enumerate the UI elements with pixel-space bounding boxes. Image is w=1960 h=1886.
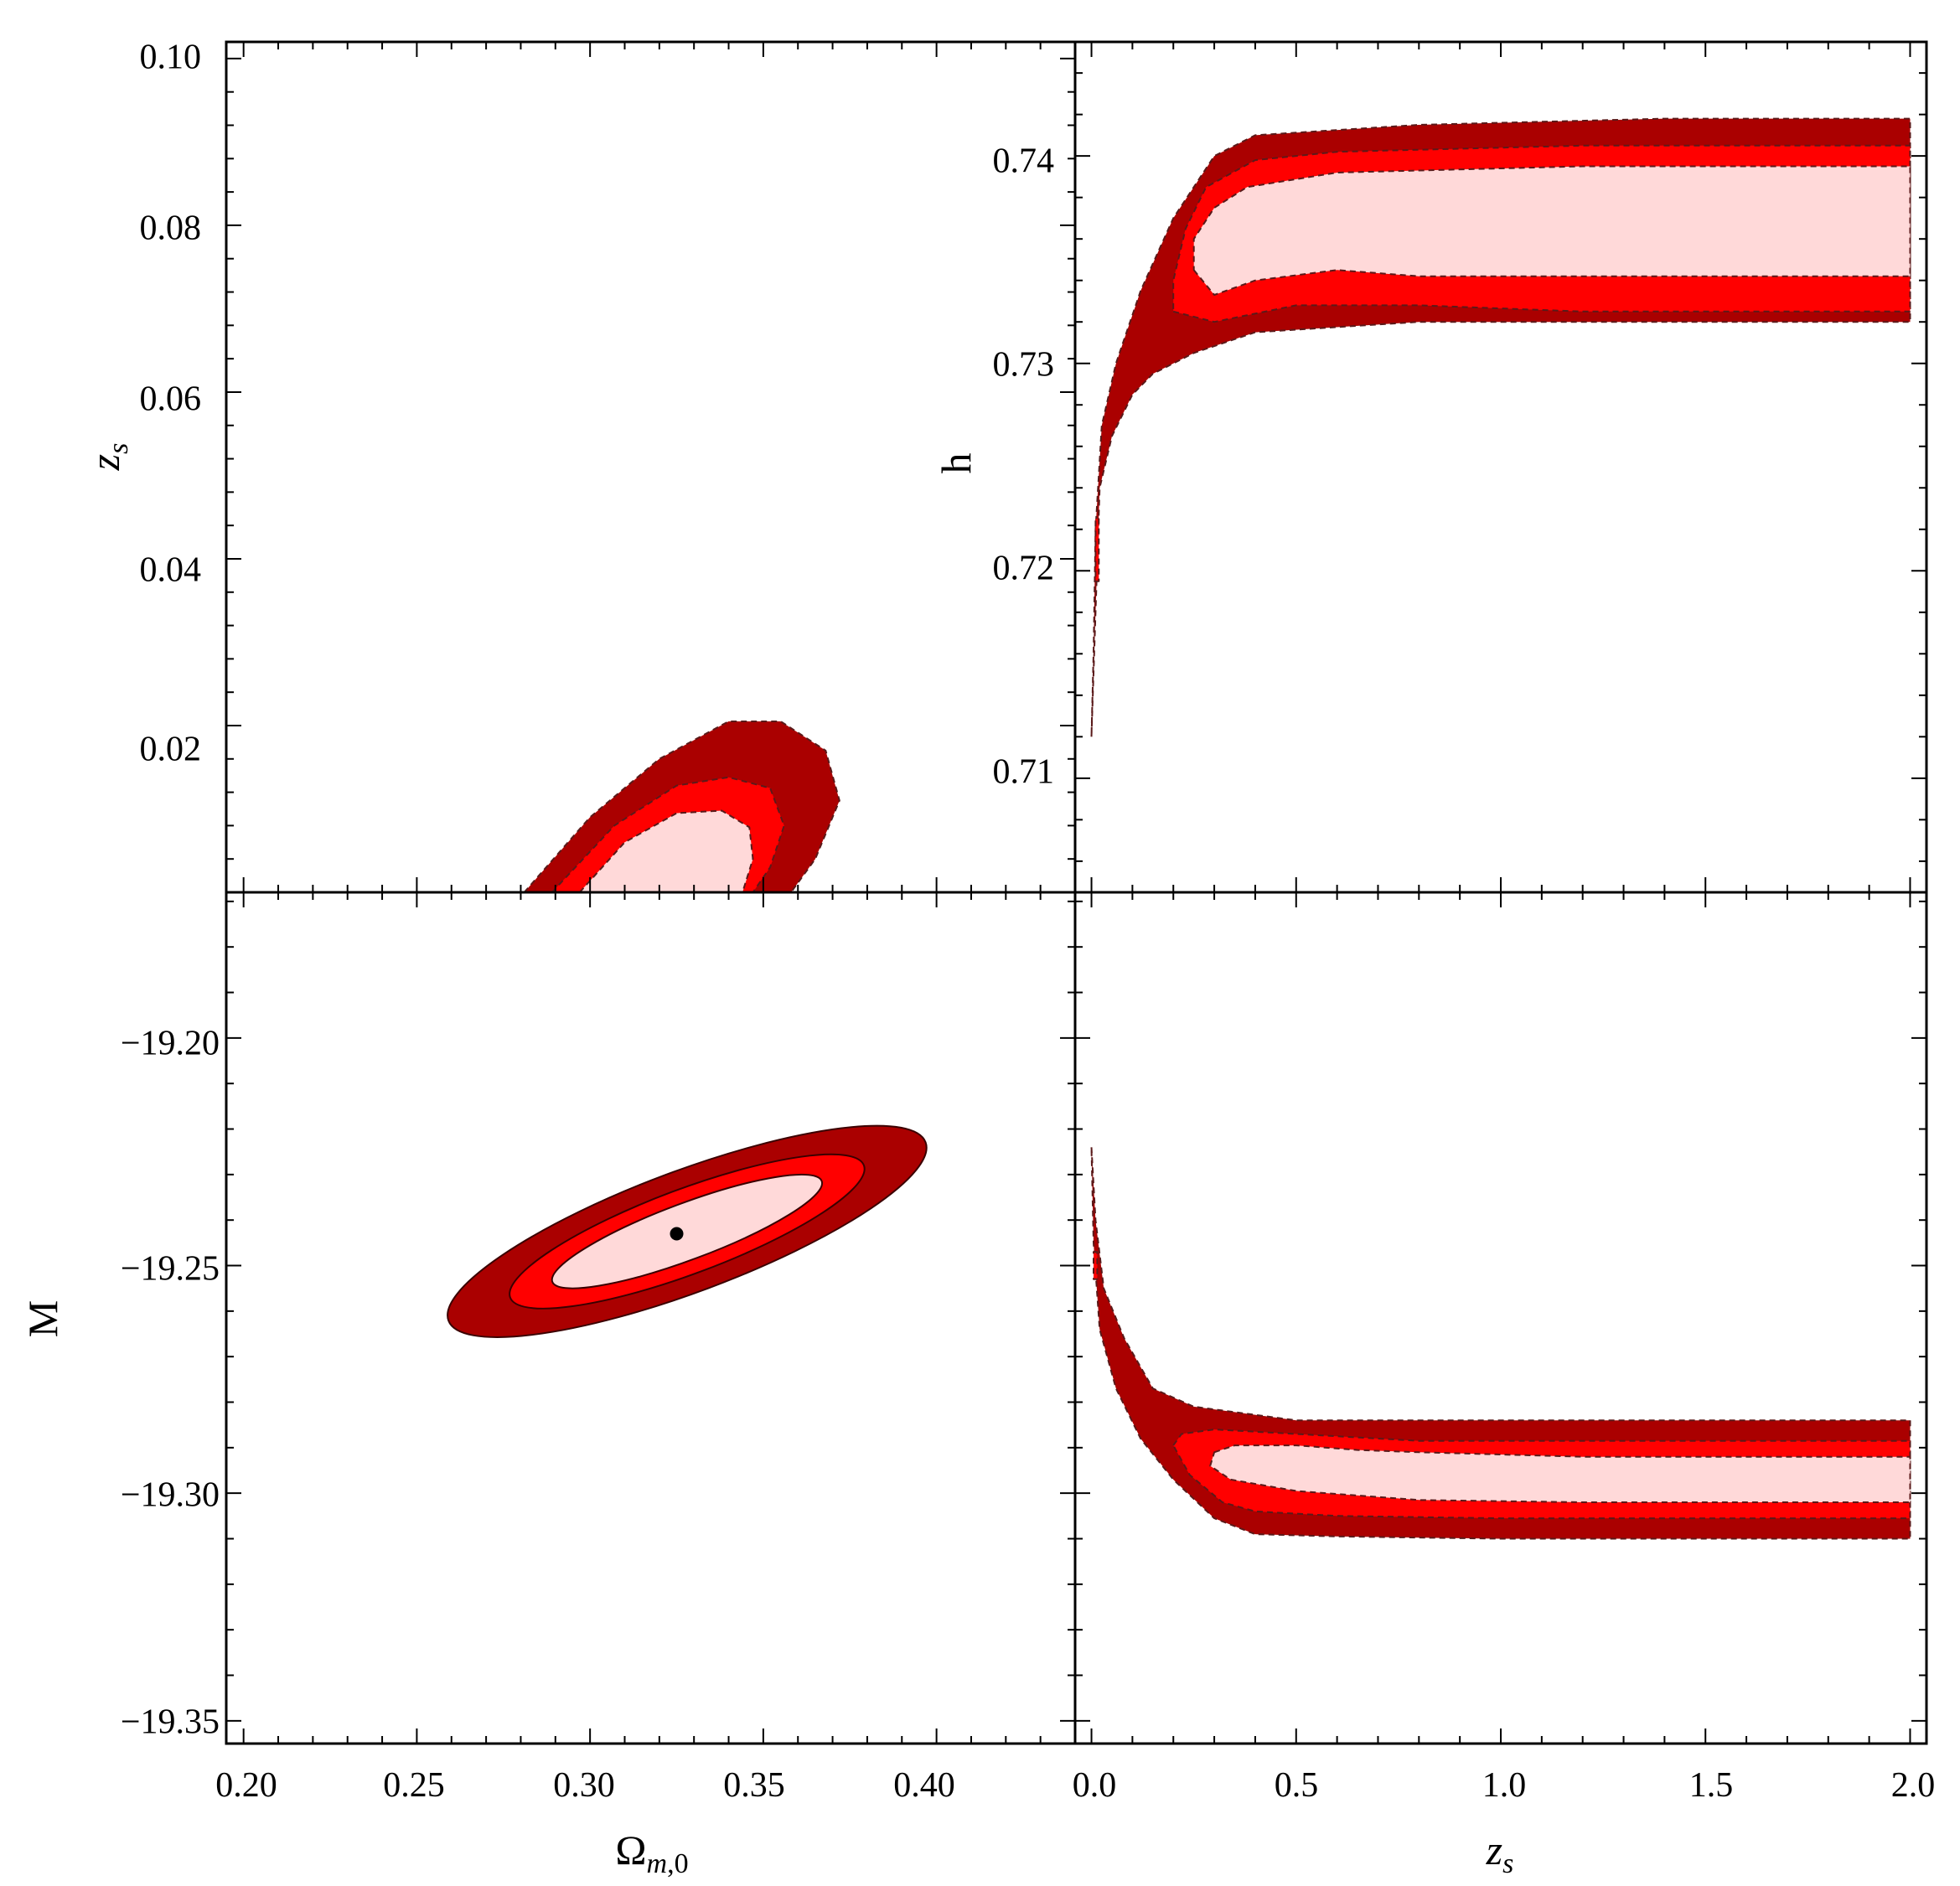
xtick-label: 0.0 (1073, 1766, 1117, 1805)
xtick-label: 0.20 (215, 1766, 277, 1805)
contour-2sigma (1093, 1251, 1099, 1280)
xtick-label: 0.30 (553, 1766, 615, 1805)
ytick-label: 0.02 (140, 731, 202, 769)
ytick-label: 0.74 (993, 142, 1055, 181)
frame-omega-M (225, 891, 1077, 1745)
ellipse-1sigma (551, 1173, 824, 1289)
ylabel-M: M (19, 1300, 66, 1337)
contour-1sigma (578, 809, 754, 892)
ytick-label: 0.08 (140, 209, 202, 248)
contours-zs-M (1090, 1146, 1911, 1540)
ticks-zs-M (1075, 892, 1926, 1744)
contours-zs-h (1090, 117, 1911, 738)
panel-zs-h: 0.71 0.72 0.73 0.74 h (933, 40, 1928, 894)
contours-omega-M (447, 1124, 928, 1338)
contour-2sigma (1094, 518, 1100, 582)
best-fit-point (670, 1227, 684, 1241)
xtick-label: 1.5 (1689, 1766, 1734, 1805)
ytick-label: 0.73 (993, 346, 1055, 385)
ylabel-zs-top: zs (81, 443, 134, 472)
xtick-label: 1.0 (1482, 1766, 1527, 1805)
xtick-label: 0.40 (893, 1766, 955, 1805)
frame-zs-M (1073, 891, 1928, 1745)
contour-1sigma (1209, 1444, 1911, 1503)
ytick-label: −19.20 (121, 1025, 220, 1063)
xtick-label: 0.25 (383, 1766, 445, 1805)
ytick-label: −19.35 (121, 1703, 220, 1742)
ytick-label: −19.30 (121, 1476, 220, 1515)
xtick-label: 0.35 (723, 1766, 785, 1805)
xtick-label: 2.0 (1891, 1766, 1936, 1805)
xlabel-zs: zs (1486, 1827, 1514, 1879)
ticks-omega-M (226, 892, 1076, 1744)
ytick-label: 0.72 (993, 550, 1055, 588)
xtick-label: 0.5 (1275, 1766, 1319, 1805)
ytick-label: 0.10 (140, 39, 202, 77)
ytick-label: 0.06 (140, 380, 202, 419)
contour-1sigma (1192, 165, 1911, 296)
ytick-label: 0.71 (993, 753, 1055, 792)
panel-zs-M: 0.0 0.5 1.0 1.5 2.0 zs (1073, 891, 1936, 1879)
xlabel-omega: Ωm,0 (615, 1827, 688, 1879)
ytick-label: 0.04 (140, 551, 202, 590)
ylabel-h: h (933, 453, 980, 474)
contours-omega-zs (523, 721, 840, 892)
panel-omega-M: −19.35 −19.30 −19.25 −19.20 0.20 0.25 0.… (19, 891, 1077, 1879)
panel-omega-zs: 0.02 0.04 0.06 0.08 0.10 zs (81, 39, 1077, 894)
ytick-label: −19.25 (121, 1250, 220, 1289)
